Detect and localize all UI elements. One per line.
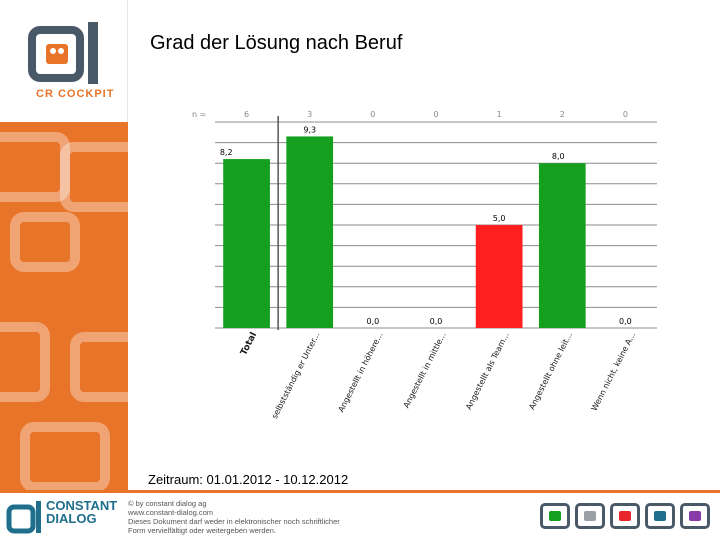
n-value: 1 — [497, 110, 502, 119]
n-value: 0 — [370, 110, 375, 119]
category-label: selbstständig er Unter... — [270, 331, 322, 420]
category-label: Angestellt in mittle... — [402, 331, 448, 410]
cr-cockpit-logo-icon — [28, 22, 98, 84]
watermark-frame — [70, 332, 128, 402]
product-logo-icon — [645, 503, 675, 529]
bar — [538, 163, 586, 328]
legal-line: Form vervielfältigt oder weitergeben wer… — [128, 526, 276, 535]
n-value: 0 — [623, 110, 628, 119]
period-label: Zeitraum: 01.01.2012 - 10.12.2012 — [148, 472, 349, 487]
category-label: Wenn nicht, keine A... — [590, 331, 638, 413]
sidebar-watermark — [0, 122, 128, 490]
company-name-line: CONSTANT — [46, 498, 118, 513]
logo-area: CR COCKPIT — [0, 0, 128, 122]
category-label: Angestellt ohne leit... — [527, 331, 574, 411]
watermark-frame — [10, 212, 80, 272]
data-label: 9,3 — [303, 125, 316, 134]
company-name: CONSTANT DIALOG — [46, 499, 117, 525]
product-logo-icon — [610, 503, 640, 529]
sidebar: CR COCKPIT — [0, 0, 128, 490]
data-label: 8,2 — [220, 148, 233, 157]
legal-notice: © by constant dialog ag www.constant-dia… — [128, 499, 340, 535]
legal-line: www.constant-dialog.com — [128, 508, 214, 517]
data-label: 0,0 — [366, 317, 379, 326]
watermark-frame — [20, 422, 110, 490]
category-label: Angestellt in höhere... — [337, 331, 385, 414]
n-label: n = — [192, 110, 206, 119]
n-value: 6 — [244, 110, 249, 119]
n-value: 2 — [560, 110, 565, 119]
legal-line: Dieses Dokument darf weder in elektronis… — [128, 517, 340, 526]
legal-line: © by constant dialog ag — [128, 499, 207, 508]
logo-text: CR COCKPIT — [36, 88, 115, 100]
data-label: 5,0 — [493, 214, 506, 223]
n-value: 0 — [433, 110, 438, 119]
product-logo-icon — [540, 503, 570, 529]
n-value: 3 — [307, 110, 312, 119]
data-label: 0,0 — [619, 317, 632, 326]
category-label: Total — [239, 331, 259, 357]
constant-dialog-logo-icon — [6, 501, 41, 534]
bar — [223, 159, 270, 328]
company-name-line: DIALOG — [46, 511, 97, 526]
footer-bar: CONSTANT DIALOG © by constant dialog ag … — [0, 490, 720, 540]
bar — [286, 136, 334, 328]
data-label: 0,0 — [430, 317, 443, 326]
page-title: Grad der Lösung nach Beruf — [150, 32, 403, 54]
watermark-frame — [0, 132, 70, 202]
data-label: 8,0 — [552, 152, 565, 161]
product-logo-icon — [575, 503, 605, 529]
watermark-frame — [60, 142, 128, 212]
bar-chart: n = 6 8,2 Total 3 9,3 selbstständig er Unter..… — [192, 110, 657, 420]
watermark-frame — [0, 322, 50, 402]
category-label: Angestellt als Team... — [464, 331, 511, 411]
bar — [475, 225, 523, 328]
product-logo-icon — [680, 503, 710, 529]
